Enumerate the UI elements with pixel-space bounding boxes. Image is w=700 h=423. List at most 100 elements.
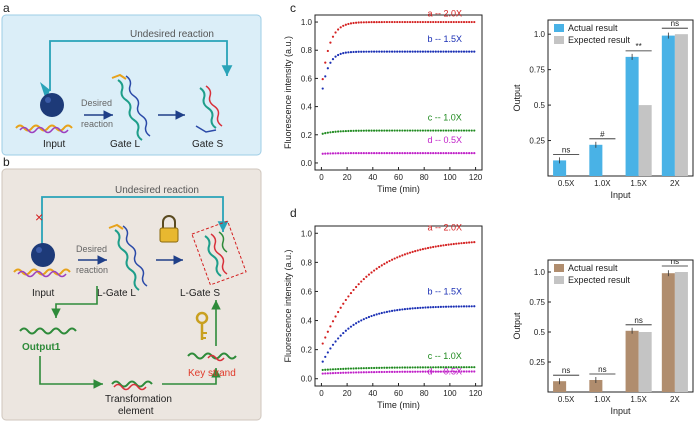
data-point bbox=[411, 129, 414, 132]
data-point bbox=[378, 129, 381, 132]
data-point bbox=[365, 21, 368, 24]
data-point bbox=[349, 129, 353, 132]
data-point bbox=[342, 130, 345, 133]
data-point bbox=[452, 50, 455, 53]
transformation-element-strand bbox=[111, 380, 153, 391]
data-point bbox=[331, 320, 335, 323]
data-point bbox=[388, 129, 391, 132]
data-point bbox=[372, 50, 376, 53]
data-point bbox=[470, 305, 473, 308]
x-tick-label: 20 bbox=[343, 173, 352, 182]
data-point bbox=[383, 151, 386, 155]
data-point bbox=[452, 129, 455, 132]
data-point bbox=[321, 372, 324, 375]
y-tick-label: 0.8 bbox=[301, 258, 313, 267]
data-point bbox=[424, 366, 427, 369]
y-tick-label: 0.0 bbox=[301, 375, 313, 384]
data-point bbox=[444, 305, 448, 308]
panel-label-d: d bbox=[290, 206, 297, 220]
desired-label-a-2: reaction bbox=[81, 119, 113, 129]
significance-annotation: ns bbox=[671, 257, 679, 266]
data-point bbox=[398, 151, 401, 155]
gate-s-label-b: L-Gate S bbox=[180, 288, 220, 299]
data-point bbox=[444, 20, 448, 24]
data-point bbox=[329, 41, 332, 44]
data-point bbox=[326, 131, 329, 134]
data-point bbox=[444, 370, 448, 373]
data-point bbox=[462, 151, 466, 155]
x-tick-label: 0.5X bbox=[558, 179, 575, 188]
data-point bbox=[468, 151, 471, 155]
data-point bbox=[355, 129, 358, 132]
data-point bbox=[470, 370, 473, 373]
data-point bbox=[468, 370, 471, 373]
data-point bbox=[378, 265, 381, 269]
data-point bbox=[344, 329, 347, 332]
data-point bbox=[390, 20, 394, 24]
data-point bbox=[457, 305, 460, 308]
data-point bbox=[326, 368, 329, 371]
data-point bbox=[434, 245, 437, 248]
chart-d-curves: 0 20 40 60 80 100 120 0.0 0.2 0.4 0.6 0.8 1.0 Time (m… bbox=[283, 222, 483, 410]
bar-actual bbox=[553, 160, 567, 176]
input-strand-a-2 bbox=[19, 126, 69, 134]
bar-actual bbox=[625, 330, 639, 392]
data-point bbox=[434, 129, 437, 132]
data-point bbox=[416, 306, 419, 310]
data-point bbox=[416, 370, 419, 373]
output1-arrow bbox=[51, 286, 98, 318]
data-point bbox=[473, 129, 476, 132]
gate-l-label-b: L-Gate L bbox=[97, 288, 136, 299]
data-point bbox=[447, 50, 450, 53]
data-point bbox=[424, 247, 427, 250]
significance-annotation: # bbox=[600, 130, 605, 139]
y-axis-label: Output bbox=[512, 312, 522, 340]
lock-icon bbox=[159, 215, 179, 243]
data-point bbox=[416, 50, 419, 53]
data-point bbox=[396, 370, 399, 373]
x-tick-label: 40 bbox=[368, 389, 377, 398]
y-tick-label: 0.25 bbox=[529, 137, 545, 146]
x-tick-label: 120 bbox=[469, 173, 483, 182]
data-point bbox=[452, 151, 455, 155]
legend-swatch bbox=[554, 276, 564, 284]
data-point bbox=[424, 50, 427, 53]
bar-actual bbox=[661, 273, 675, 392]
data-point bbox=[360, 280, 363, 283]
data-point bbox=[347, 371, 350, 374]
data-point bbox=[339, 306, 342, 309]
data-point bbox=[375, 370, 378, 374]
data-point bbox=[401, 366, 404, 369]
data-point bbox=[383, 370, 386, 374]
data-point bbox=[388, 366, 391, 369]
data-point bbox=[470, 20, 473, 24]
data-point bbox=[414, 50, 417, 53]
data-point bbox=[460, 151, 463, 155]
data-point bbox=[437, 20, 440, 24]
x-tick-label: 40 bbox=[368, 173, 377, 182]
data-point bbox=[408, 20, 412, 24]
y-tick-label: 0.6 bbox=[301, 74, 313, 83]
data-point bbox=[355, 322, 358, 325]
data-point bbox=[390, 258, 394, 261]
data-point bbox=[378, 312, 381, 315]
data-point bbox=[439, 305, 442, 308]
data-point bbox=[383, 50, 386, 53]
data-point bbox=[357, 21, 360, 24]
data-point bbox=[457, 20, 460, 24]
gate-s-highlight-box bbox=[191, 220, 247, 286]
data-point bbox=[426, 246, 430, 250]
data-point bbox=[324, 75, 327, 78]
legend-swatch bbox=[554, 264, 564, 272]
data-point bbox=[457, 129, 460, 132]
data-point bbox=[403, 308, 407, 311]
data-point bbox=[367, 371, 371, 374]
data-point bbox=[331, 152, 335, 155]
data-point bbox=[437, 129, 440, 132]
x-tick-label: 1.0X bbox=[594, 179, 611, 188]
data-point bbox=[406, 151, 409, 155]
x-tick-label: 1.5X bbox=[630, 395, 647, 404]
data-point bbox=[344, 51, 347, 54]
data-point bbox=[460, 305, 463, 308]
data-point bbox=[385, 129, 389, 132]
